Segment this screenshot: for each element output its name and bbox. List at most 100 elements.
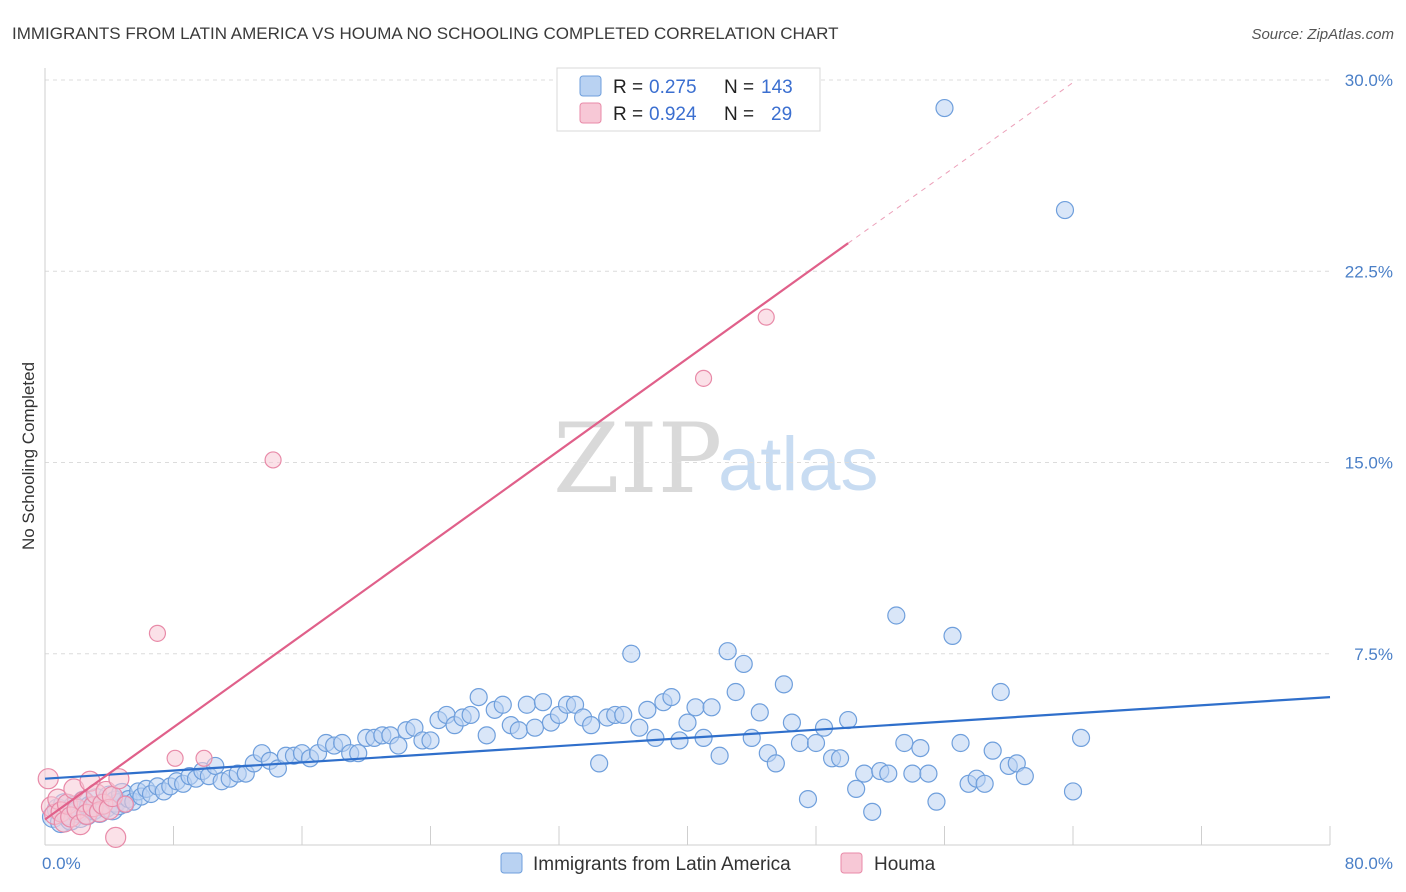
chart-title: IMMIGRANTS FROM LATIN AMERICA VS HOUMA N… xyxy=(12,24,838,43)
legend-r-value-1: 0.275 xyxy=(649,77,697,98)
data-point xyxy=(935,98,954,118)
data-point xyxy=(1063,782,1083,801)
data-point xyxy=(662,687,681,707)
data-point xyxy=(533,693,553,712)
data-point xyxy=(1071,728,1091,748)
data-point xyxy=(774,675,793,694)
data-point xyxy=(798,789,818,809)
legend-swatch-blue xyxy=(579,75,602,97)
grid xyxy=(45,79,1330,655)
legend-n-label-1: N = xyxy=(724,77,754,98)
data-point xyxy=(710,746,729,765)
data-point xyxy=(895,733,914,753)
data-point xyxy=(678,713,697,732)
watermark-zip: ZIP xyxy=(553,403,722,515)
data-point xyxy=(694,369,713,387)
data-point xyxy=(148,624,167,642)
data-point xyxy=(166,749,184,767)
data-point xyxy=(734,654,753,674)
data-point xyxy=(919,764,938,783)
legend: R = 0.275 N = 143 R = 0.924 N = 29 xyxy=(556,67,821,132)
data-point xyxy=(879,764,898,783)
data-point xyxy=(782,713,802,732)
data-point xyxy=(863,802,882,821)
data-point xyxy=(646,728,665,748)
data-point xyxy=(951,733,970,753)
data-point xyxy=(461,705,480,725)
data-point xyxy=(750,703,769,722)
data-point xyxy=(814,718,834,737)
y-tick-label: 22.5% xyxy=(1345,262,1393,281)
legend-n-value-2: 29 xyxy=(771,104,792,125)
data-point xyxy=(1015,767,1034,786)
bottom-legend-label-immigrants: Immigrants from Latin America xyxy=(533,854,791,875)
watermark-atlas: atlas xyxy=(718,422,879,507)
legend-r-value-2: 0.924 xyxy=(649,104,697,125)
data-point xyxy=(469,687,488,707)
x-tick-label-min: 0.0% xyxy=(42,854,81,873)
data-point xyxy=(630,718,649,737)
data-point xyxy=(421,731,440,750)
data-point xyxy=(975,774,994,793)
data-point xyxy=(903,764,922,783)
data-point xyxy=(726,682,745,702)
data-point xyxy=(887,606,906,625)
bottom-legend: Immigrants from Latin America Houma xyxy=(500,852,936,875)
data-point xyxy=(590,754,609,773)
data-point xyxy=(525,718,545,737)
y-tick-label: 15.0% xyxy=(1345,454,1393,473)
data-point xyxy=(195,749,213,767)
x-minor-ticks xyxy=(173,826,1331,845)
series-houma-points xyxy=(37,308,775,848)
trend-line-immigrants xyxy=(44,696,1331,780)
data-point xyxy=(389,736,408,755)
data-point xyxy=(1055,200,1075,220)
data-point xyxy=(477,726,496,745)
data-point xyxy=(718,642,737,661)
bottom-legend-swatch-pink xyxy=(840,852,863,874)
data-point xyxy=(790,733,810,753)
data-point xyxy=(670,731,689,750)
legend-r-label-1: R = xyxy=(613,77,643,98)
data-point xyxy=(638,700,657,719)
legend-n-value-1: 143 xyxy=(761,77,793,98)
data-point xyxy=(855,764,874,783)
bottom-legend-label-houma: Houma xyxy=(874,854,936,875)
x-tick-label-max: 80.0% xyxy=(1345,854,1393,873)
data-point xyxy=(766,754,785,773)
data-point xyxy=(493,695,512,714)
trend-line-houma xyxy=(44,242,849,821)
data-point xyxy=(839,710,858,730)
data-point xyxy=(927,792,946,811)
data-point xyxy=(847,779,866,799)
data-point xyxy=(911,738,930,758)
data-point xyxy=(991,682,1010,702)
chart-source: Source: ZipAtlas.com xyxy=(1251,26,1394,43)
legend-r-label-2: R = xyxy=(613,104,643,125)
legend-n-label-2: N = xyxy=(724,104,754,125)
data-point xyxy=(686,698,705,717)
y-tick-label: 7.5% xyxy=(1354,645,1393,664)
data-point xyxy=(509,721,528,740)
trend-line-houma-extension xyxy=(847,82,1074,244)
data-point xyxy=(983,741,1002,760)
y-tick-labels: 7.5% 15.0% 22.5% 30.0% xyxy=(1345,71,1393,664)
bottom-legend-swatch-blue xyxy=(500,852,523,874)
data-point xyxy=(830,749,850,768)
data-point xyxy=(105,826,127,848)
data-point xyxy=(517,695,536,714)
data-point xyxy=(614,705,633,725)
data-point xyxy=(582,716,601,735)
data-point xyxy=(943,626,962,646)
data-point xyxy=(757,308,775,326)
data-point xyxy=(622,644,641,663)
y-tick-label: 30.0% xyxy=(1345,71,1393,90)
data-point xyxy=(264,451,282,469)
data-point xyxy=(702,698,721,717)
data-point xyxy=(806,733,826,753)
y-axis-label: No Schooling Completed xyxy=(19,362,38,550)
data-point xyxy=(742,728,761,748)
legend-swatch-pink xyxy=(579,102,602,124)
trend-lines xyxy=(44,82,1331,821)
